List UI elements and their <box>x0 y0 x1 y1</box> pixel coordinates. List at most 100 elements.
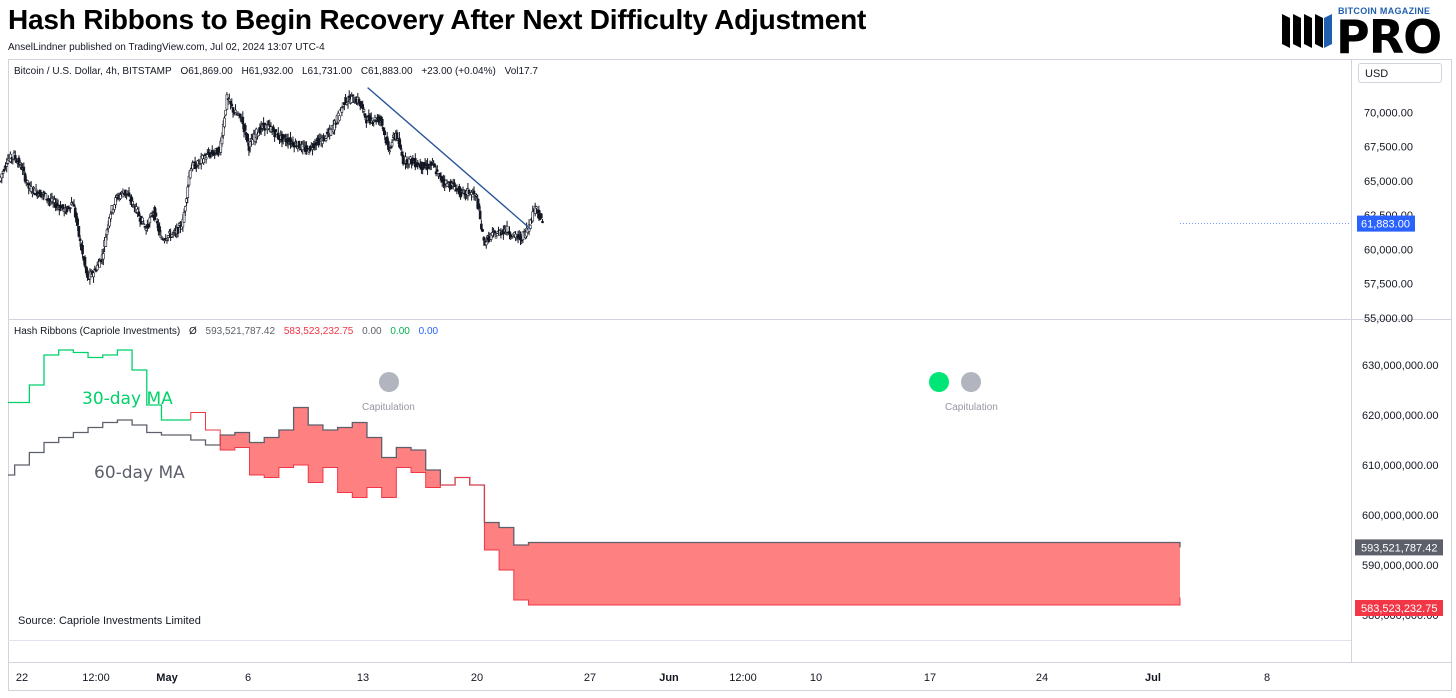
price-axis-tick: 65,000.00 <box>1364 176 1413 188</box>
candle-up <box>185 198 188 203</box>
candle-up <box>333 120 336 131</box>
candle-down <box>213 152 216 155</box>
candle-down <box>493 230 497 233</box>
time-axis-tick: Jul <box>1145 672 1161 684</box>
candle-down <box>401 155 405 164</box>
candle-down <box>540 213 543 219</box>
price-axis-tick: 70,000.00 <box>1364 107 1413 119</box>
candle-up <box>431 161 434 163</box>
candle-down <box>383 130 387 136</box>
candle-down <box>297 141 301 148</box>
time-axis-tick: 17 <box>924 672 936 684</box>
last-price-badge <box>1357 215 1415 232</box>
ma60-value-text: 593,521,787.42 <box>1361 542 1437 554</box>
candle-up <box>148 217 152 224</box>
candle-up <box>141 217 144 222</box>
candle-down <box>411 157 415 162</box>
candle-up <box>373 116 377 121</box>
hash-ribbon-fill <box>190 407 1180 605</box>
candle-up <box>95 264 99 271</box>
currency-selector[interactable]: USD <box>1358 63 1442 83</box>
candle-down <box>15 160 18 163</box>
candle-down <box>86 270 89 278</box>
candle-down <box>127 192 131 197</box>
logo-pro: PRO <box>1336 10 1442 64</box>
candle-down <box>374 120 378 122</box>
candle-down <box>459 188 462 198</box>
candle-down <box>66 205 70 208</box>
source-label: Source: Capriole Investments Limited <box>18 615 201 627</box>
candle-down <box>400 151 404 156</box>
candle-down <box>389 146 393 149</box>
candle-down <box>361 104 364 109</box>
change-value: +23.00 (+0.04%) <box>421 66 496 77</box>
ma30-value-badge <box>1355 600 1443 616</box>
candle-down <box>268 124 272 127</box>
time-axis-tick: 20 <box>471 672 483 684</box>
candle-up <box>26 180 29 184</box>
candle-up <box>223 117 226 128</box>
candle-down <box>2 168 6 171</box>
candle-down <box>217 148 220 156</box>
candle-up <box>102 253 105 260</box>
candle-down <box>363 113 367 118</box>
candle-up <box>132 204 136 207</box>
candle-up <box>104 236 108 247</box>
candle-down <box>283 135 286 138</box>
price-axis-tick: 57,500.00 <box>1364 279 1413 291</box>
candle-up <box>1 171 5 174</box>
ma30-value-text: 583,523,232.75 <box>1361 603 1437 615</box>
candle-down <box>480 223 483 230</box>
candles <box>0 90 544 285</box>
candle-up <box>109 213 112 220</box>
time-axis-tick: 10 <box>810 672 822 684</box>
candle-up <box>115 195 119 198</box>
candle-up <box>105 229 109 235</box>
candle-up <box>388 150 391 153</box>
candle-down <box>208 153 212 158</box>
candle-up <box>234 109 237 113</box>
logo-stripes-icon <box>1282 14 1332 48</box>
candle-down <box>481 229 484 232</box>
candle-down <box>83 256 87 267</box>
candle-down <box>472 190 476 195</box>
candle-up <box>471 194 475 198</box>
capitulation-dot <box>961 372 981 392</box>
candle-down <box>176 226 180 234</box>
candle-up <box>484 241 488 246</box>
candle-down <box>69 207 72 209</box>
candle-up <box>302 145 306 148</box>
candle-up <box>119 194 122 200</box>
candle-down <box>308 145 312 152</box>
ma60-label: 60-day MA <box>94 463 185 483</box>
candle-up <box>186 186 190 198</box>
candle-up <box>131 200 135 205</box>
candle-up <box>294 141 297 144</box>
candle-up <box>188 169 192 179</box>
candle-down <box>453 182 456 187</box>
price-axis-tick: 67,500.00 <box>1364 142 1413 154</box>
candle-down <box>399 144 402 150</box>
candle-down <box>56 204 60 207</box>
candle-down <box>81 244 84 255</box>
candle-up <box>510 236 514 239</box>
candle-down <box>365 119 368 124</box>
close-value: C61,883.00 <box>360 66 413 77</box>
ma30-line-inverted <box>190 412 1181 606</box>
candle-up <box>113 204 116 210</box>
time-axis-tick: 12:00 <box>729 672 757 684</box>
candle-down <box>347 95 351 98</box>
candle-up <box>346 101 350 104</box>
candle-up <box>362 109 366 112</box>
candle-down <box>147 223 150 228</box>
hash-axis-tick: 620,000,000.00 <box>1362 410 1438 422</box>
time-axis-tick: 12:00 <box>82 672 110 684</box>
candle-up <box>220 136 224 145</box>
candle-up <box>202 158 205 164</box>
candle-down <box>137 211 141 217</box>
candle-up <box>168 231 171 234</box>
candle-down <box>429 161 433 166</box>
hash-axis-tick: 610,000,000.00 <box>1362 460 1438 472</box>
candle-down <box>395 132 399 140</box>
